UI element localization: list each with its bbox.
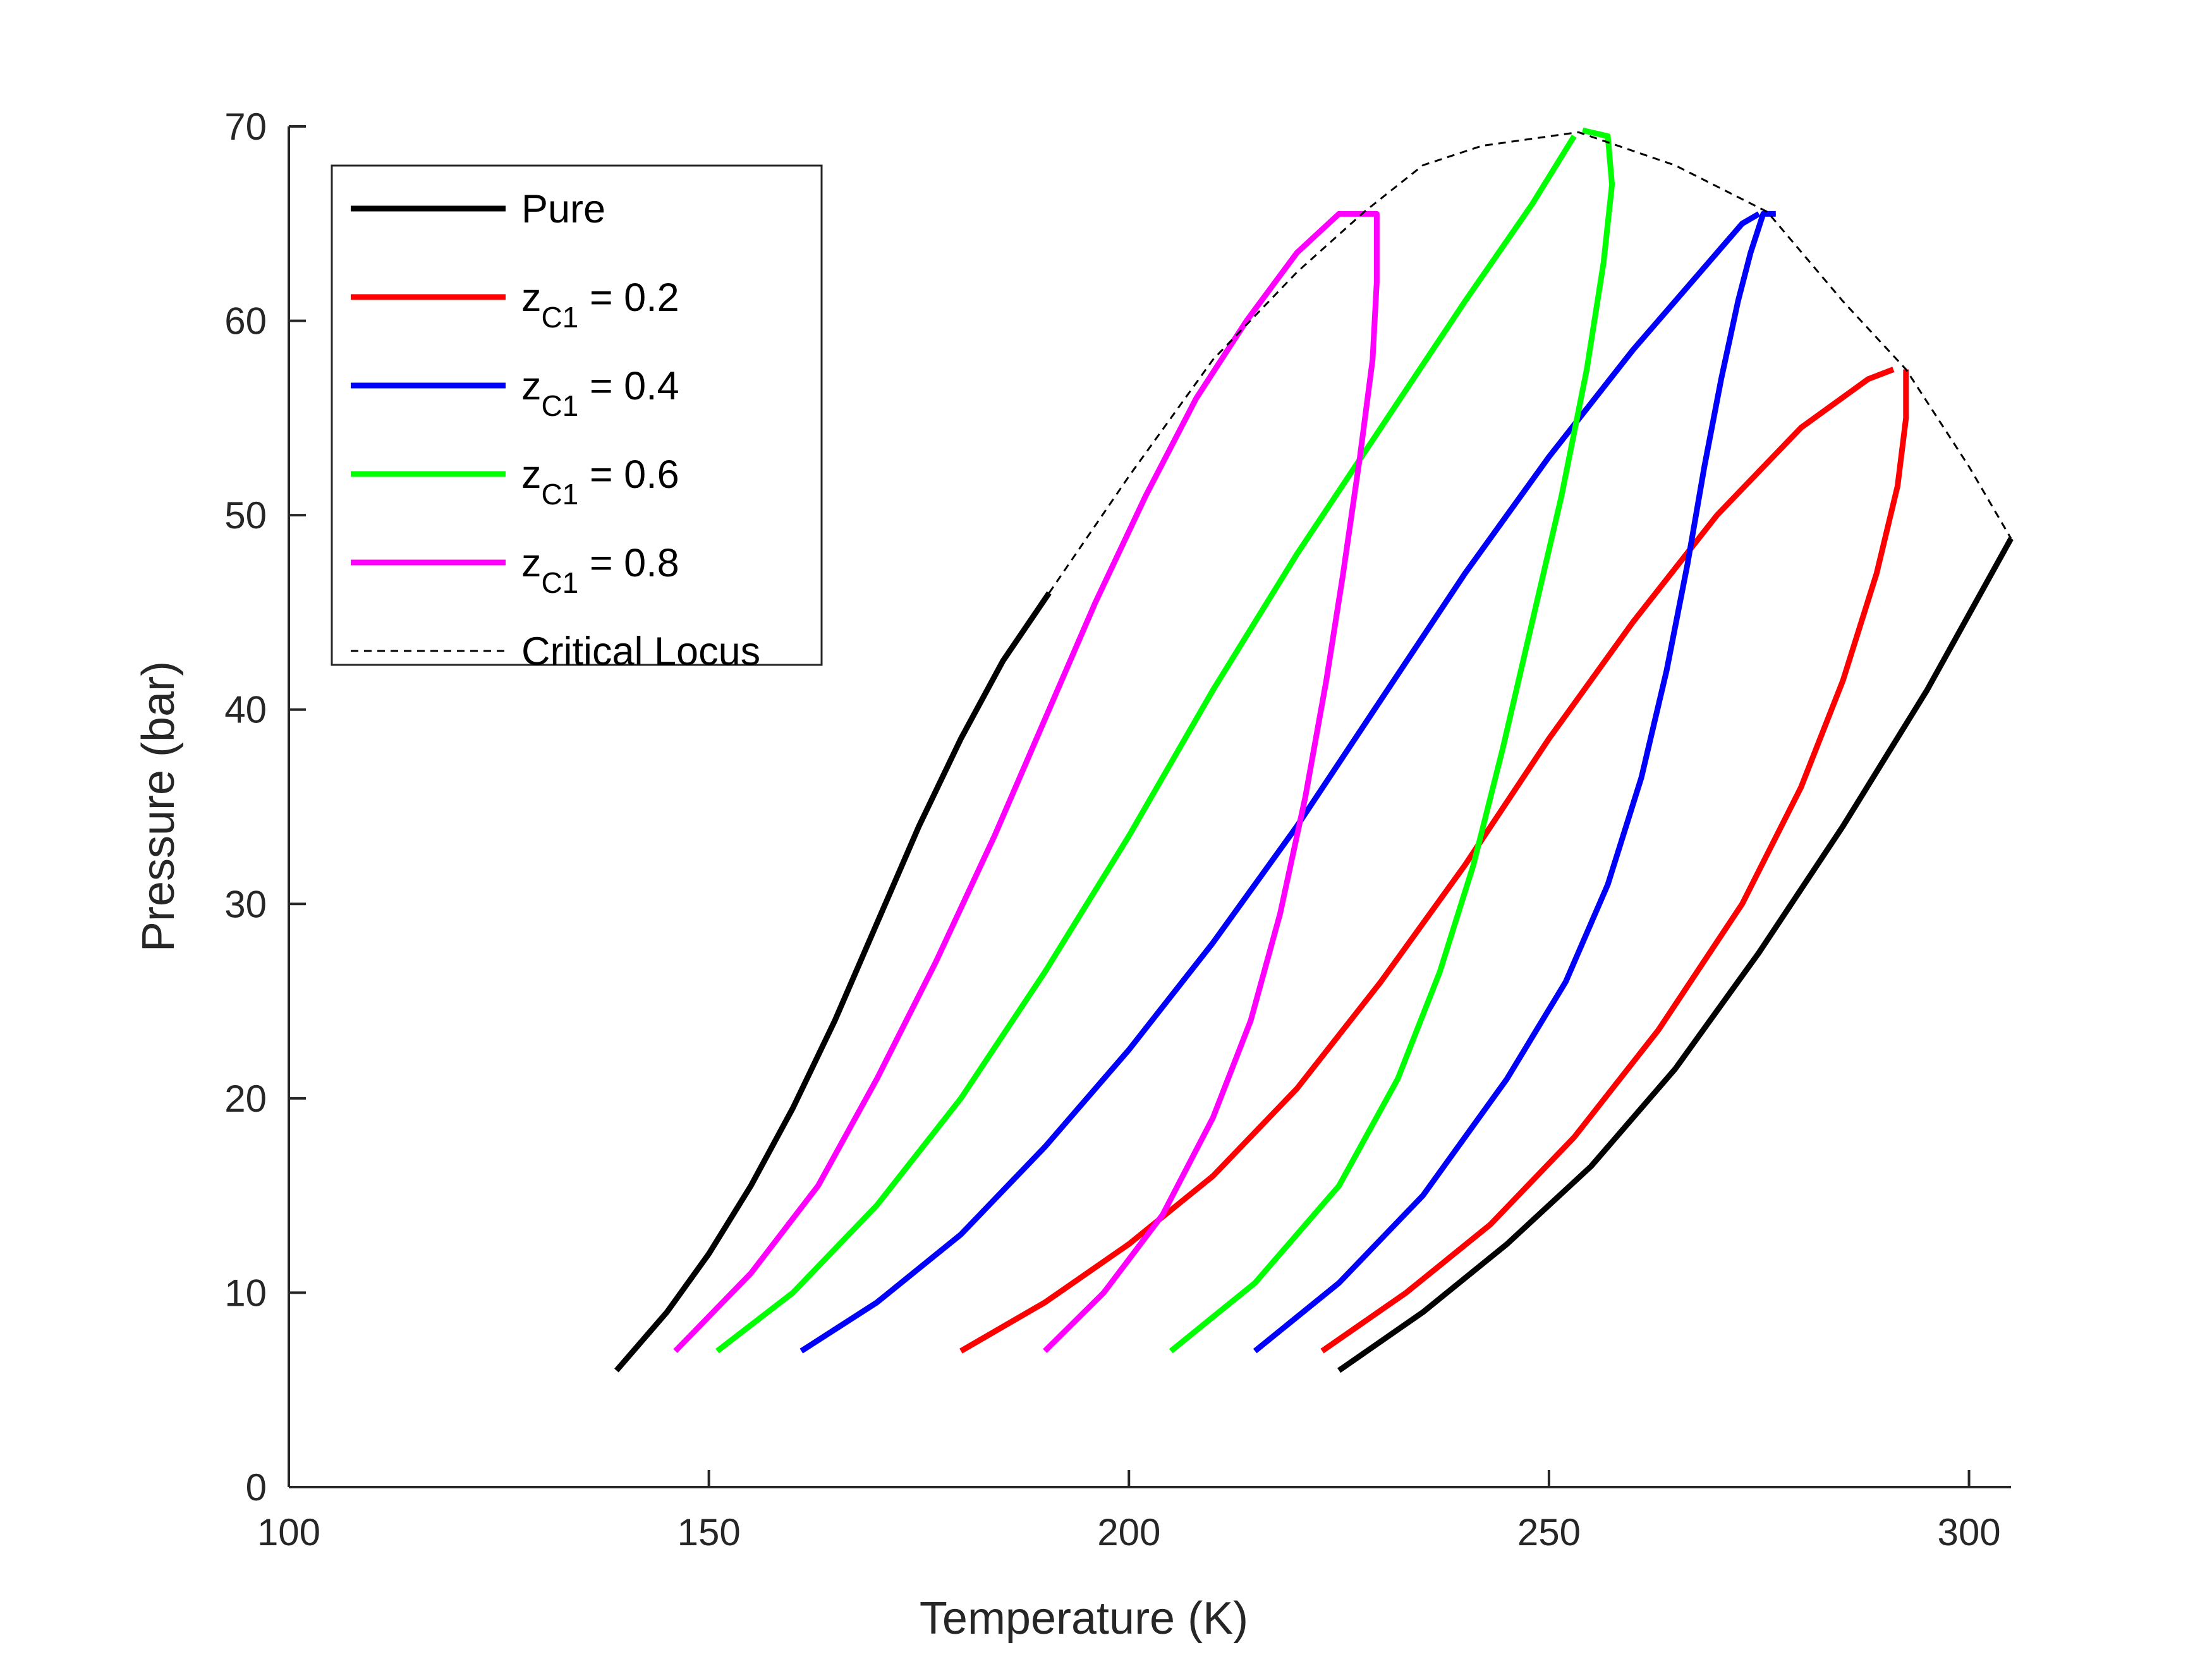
- x-tick-label: 150: [678, 1511, 741, 1553]
- x-tick-label: 100: [257, 1511, 320, 1553]
- series-line-z06-7: [1169, 127, 1615, 1354]
- series-line-z04-4: [799, 211, 1761, 1354]
- y-tick-label: 0: [246, 1466, 267, 1509]
- legend-label-z08: zC1 = 0.8: [521, 541, 679, 599]
- series-line-z06-6: [715, 135, 1577, 1354]
- ticks-layer: 100 150 200 250 300 0 10 20 30 40 50 60 70: [224, 106, 2000, 1553]
- y-tick-label: 20: [224, 1078, 267, 1120]
- legend-label-z02: zC1 = 0.2: [521, 276, 679, 334]
- legend-box: [331, 164, 823, 666]
- series-line-pure-0: [614, 591, 1052, 1373]
- legend: Pure zC1 = 0.2 zC1 = 0.4 zC1 = 0.6 zC1 = 0.8…: [331, 164, 823, 674]
- y-tick-label: 60: [224, 300, 267, 343]
- legend-label-z04: zC1 = 0.4: [521, 364, 679, 422]
- series-line-z08-9: [1043, 210, 1380, 1353]
- y-axis-label: Pressure (bar): [133, 661, 184, 952]
- legend-label-pure: Pure: [521, 187, 605, 231]
- x-tick-label: 250: [1517, 1511, 1581, 1553]
- series-line-pure-1: [1337, 537, 2014, 1373]
- y-tick-label: 40: [224, 689, 267, 731]
- x-axis-label: Temperature (K): [920, 1593, 1248, 1644]
- x-tick-label: 200: [1097, 1511, 1160, 1553]
- series-line-z04-5: [1253, 210, 1776, 1354]
- axes-layer: [288, 126, 2011, 1488]
- y-tick-label: 10: [224, 1272, 267, 1314]
- y-tick-label: 70: [224, 106, 267, 148]
- series-line-z02-3: [1320, 369, 1909, 1354]
- series-line-z08-8: [673, 210, 1364, 1353]
- series-line-crit-10: [1048, 131, 2012, 594]
- y-tick-label: 50: [224, 494, 267, 537]
- legend-label-crit: Critical Locus: [521, 629, 760, 674]
- legend-label-z06: zC1 = 0.6: [521, 453, 679, 511]
- series-layer: [614, 127, 2014, 1373]
- y-tick-label: 30: [224, 883, 267, 925]
- x-tick-label: 300: [1937, 1511, 2000, 1553]
- series-line-z02-2: [959, 367, 1895, 1354]
